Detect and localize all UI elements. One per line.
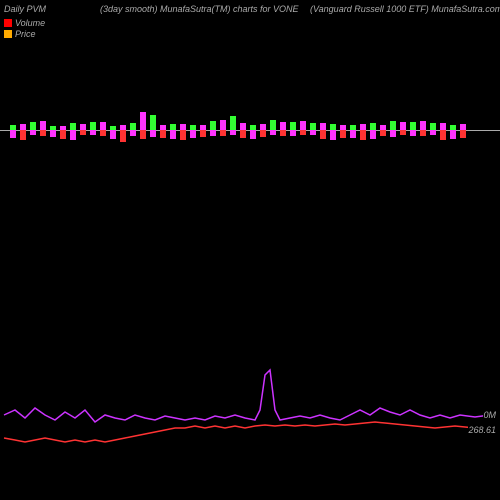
line-series-price xyxy=(4,422,490,442)
line-series-volume xyxy=(4,370,490,422)
axis-label-volume: 0M xyxy=(483,410,496,420)
axis-label-price: 268.61 xyxy=(468,425,496,435)
line-chart-svg xyxy=(0,0,500,500)
